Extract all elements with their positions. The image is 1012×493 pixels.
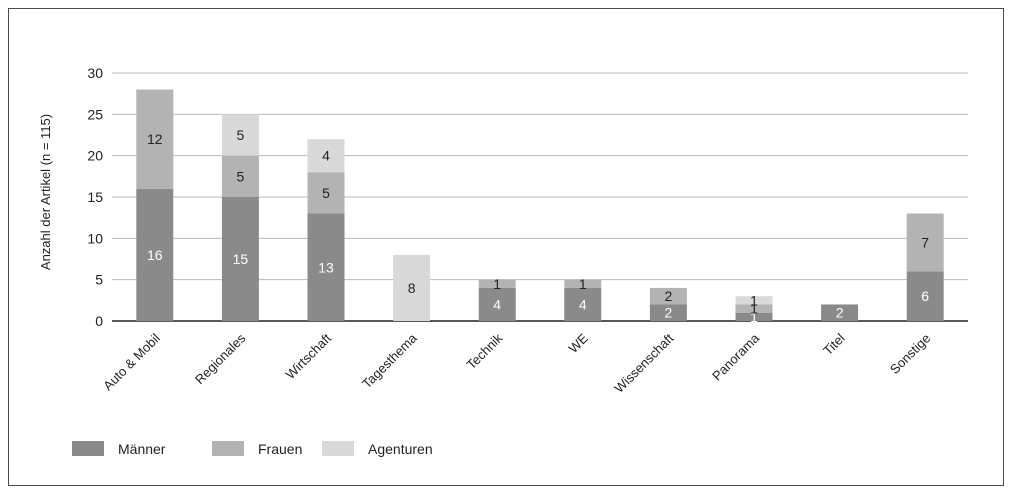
data-label: 5 xyxy=(237,127,245,143)
x-tick-label: WE xyxy=(565,330,591,356)
legend-swatch xyxy=(322,441,354,456)
x-tick-label: Auto & Mobil xyxy=(100,330,163,393)
y-tick-label: 15 xyxy=(87,189,103,205)
bar-segment xyxy=(393,254,431,321)
data-label: 4 xyxy=(493,296,501,312)
data-label: 7 xyxy=(921,234,929,250)
data-label: 1 xyxy=(750,309,758,325)
data-label: 5 xyxy=(237,168,245,184)
bar-segment xyxy=(649,287,687,305)
data-label: 2 xyxy=(836,305,844,321)
data-label: 1 xyxy=(750,292,758,308)
data-label: 1 xyxy=(579,276,587,292)
x-tick-label: Tagesthema xyxy=(359,330,420,391)
bar-segment xyxy=(735,304,773,313)
bar-segment xyxy=(307,213,345,321)
data-label: 8 xyxy=(408,280,416,296)
bar-segment xyxy=(564,279,602,288)
data-label: 6 xyxy=(921,288,929,304)
x-tick-label: Wissenschaft xyxy=(611,330,677,396)
data-label: 2 xyxy=(665,305,673,321)
y-tick-label: 25 xyxy=(87,106,103,122)
legend-label: Agenturen xyxy=(368,441,433,457)
bar-segment xyxy=(564,287,602,321)
bar-segment xyxy=(221,155,259,197)
legend-swatch xyxy=(72,441,104,456)
data-label: 16 xyxy=(147,247,163,263)
x-tick-label: Wirtschaft xyxy=(283,330,335,382)
x-tick-label: Panorama xyxy=(709,330,763,384)
bar-segment xyxy=(821,304,859,321)
x-tick-label: Sonstige xyxy=(887,331,933,377)
bar-segment xyxy=(478,287,516,321)
bar-segment xyxy=(906,271,944,321)
bar-segment xyxy=(221,197,259,321)
y-axis-label: Anzahl der Artikel (n = 115) xyxy=(38,114,53,270)
data-label: 13 xyxy=(318,259,334,275)
legend-swatch xyxy=(212,441,244,456)
y-tick-label: 10 xyxy=(87,230,103,246)
bar-segment xyxy=(649,304,687,321)
legend-label: Männer xyxy=(118,441,166,457)
y-tick-label: 20 xyxy=(87,148,103,164)
bar-segment xyxy=(136,188,174,321)
data-label: 4 xyxy=(322,148,330,164)
y-tick-label: 0 xyxy=(95,313,103,329)
y-tick-label: 5 xyxy=(95,272,103,288)
bar-segment xyxy=(136,89,174,189)
bar-segment xyxy=(906,213,944,272)
data-label: 5 xyxy=(322,185,330,201)
bar-segment xyxy=(735,312,773,321)
x-tick-label: Regionales xyxy=(192,330,249,387)
legend-label: Frauen xyxy=(258,441,302,457)
data-label: 2 xyxy=(665,288,673,304)
x-tick-label: Titel xyxy=(820,330,848,358)
data-label: 1 xyxy=(493,276,501,292)
data-label: 1 xyxy=(750,301,758,317)
bar-segment xyxy=(221,114,259,156)
bar-segment xyxy=(307,139,345,173)
chart-frame xyxy=(8,8,1004,486)
bar-segment xyxy=(478,279,516,288)
data-label: 12 xyxy=(147,131,163,147)
bar-segment xyxy=(307,172,345,214)
data-label: 4 xyxy=(579,296,587,312)
y-tick-label: 30 xyxy=(87,65,103,81)
bar-segment xyxy=(735,296,773,305)
x-tick-label: Technik xyxy=(464,330,506,372)
data-label: 15 xyxy=(233,251,249,267)
